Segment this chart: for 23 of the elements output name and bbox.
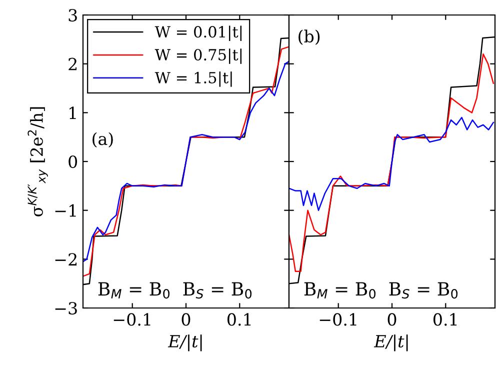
- annotation: (b): [298, 30, 320, 45]
- y-tick-label: 3: [68, 8, 77, 22]
- x-tick-label: 0.1: [433, 313, 457, 326]
- y-axis-title: σ$^{K/K′}$$_{xy}$ [2e$^{2}$/h]: [28, 107, 48, 216]
- legend-label: W = 0.75|t|: [154, 48, 242, 64]
- legend-label: W = 0.01|t|: [154, 26, 242, 41]
- annotation: B$_{M}$ = B$_{0}$ B$_{S}$ = B$_{0}$: [98, 282, 252, 299]
- x-axis-title: E/|t|: [374, 334, 408, 352]
- x-tick-label: 0: [388, 313, 396, 326]
- y-tick-label: 2: [68, 58, 77, 70]
- y-tick-label: −2: [55, 253, 76, 266]
- x-tick-label: 0.1: [227, 313, 251, 326]
- y-tick-label: 0: [68, 155, 78, 168]
- y-tick-label: −1: [55, 204, 76, 217]
- y-tick-label: −3: [55, 302, 77, 315]
- x-tick-label: −0.1: [320, 313, 356, 326]
- legend-label: W = 1.5|t|: [154, 72, 232, 87]
- y-tick-label: 1: [70, 106, 76, 119]
- annotation: (a): [92, 132, 113, 148]
- x-tick-label: 0: [182, 313, 190, 326]
- annotation: B$_{M}$ = B$_{0}$ B$_{S}$ = B$_{0}$: [304, 282, 458, 299]
- x-tick-label: −0.1: [114, 313, 150, 326]
- x-axis-title: E/|t|: [168, 334, 202, 352]
